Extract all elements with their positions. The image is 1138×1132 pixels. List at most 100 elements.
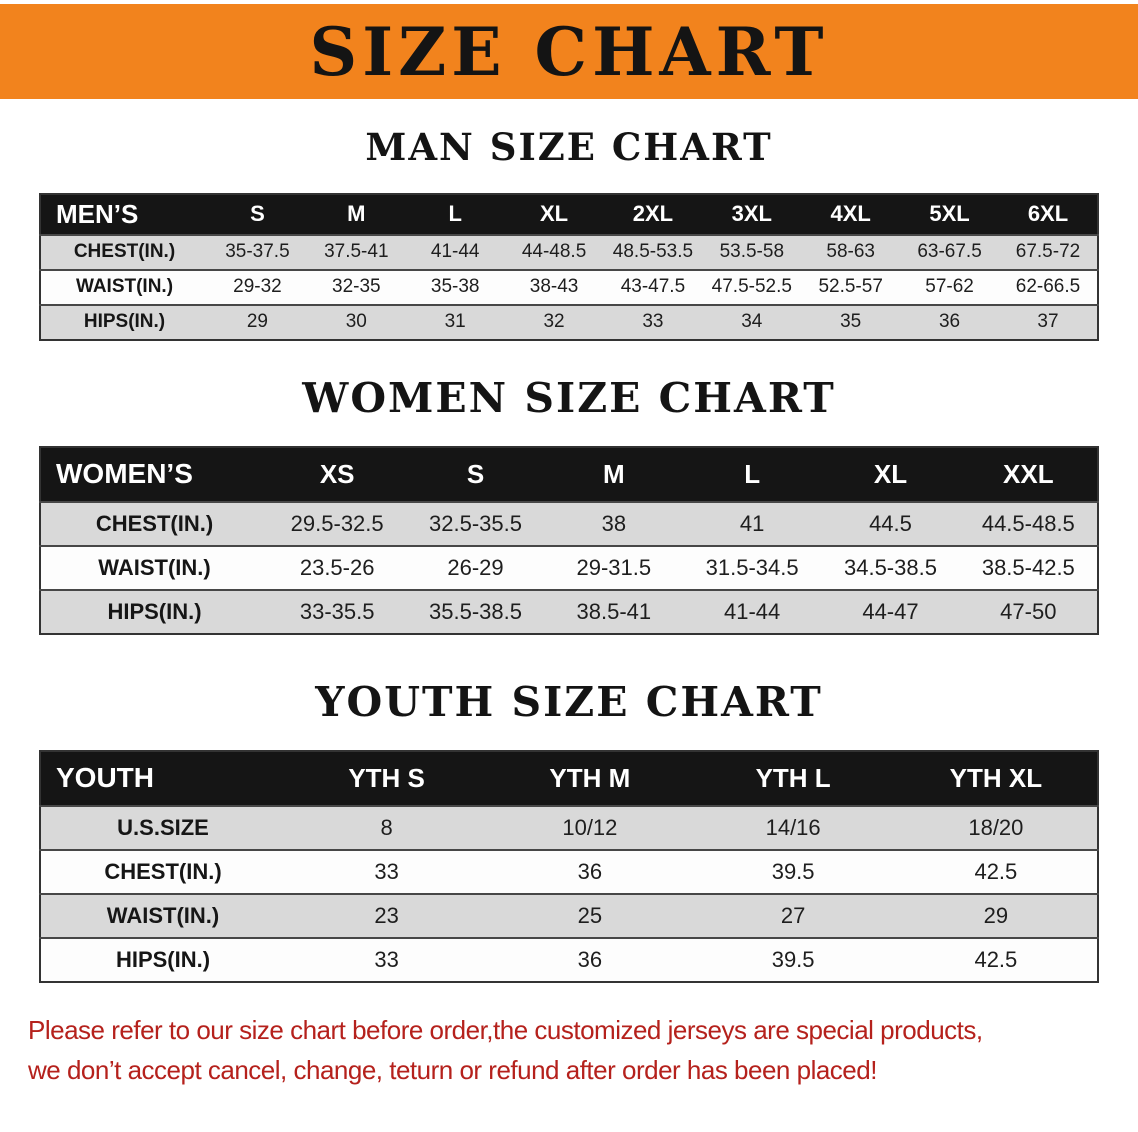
measurement-label: CHEST(IN.) (73, 241, 176, 263)
youth-size-table: YOUTH YTH S YTH M YTH L YTH XL U.S.SIZE 8 10/12… (39, 749, 1099, 983)
size-header-cell: 2XL (603, 193, 703, 235)
size-header-cell: L (405, 193, 505, 235)
measurement-value: 38.5-41 (576, 598, 652, 624)
size-header-cell: 3XL (702, 193, 802, 235)
measurement-value: 33 (374, 858, 399, 884)
measurement-label: WAIST(IN.) (106, 902, 220, 928)
size-header-cell: XL (821, 446, 960, 502)
measurement-label: WAIST(IN.) (98, 554, 211, 580)
size-header-row: MEN’S S M L XL 2XL 3XL 4XL 5XL 6XL (40, 193, 1098, 235)
disclaimer-line-2: we don’t accept cancel, change, teturn o… (28, 1054, 877, 1085)
measurement-value: 47-50 (1000, 598, 1057, 624)
measurement-value: 10/12 (562, 814, 618, 840)
measurement-value: 36 (577, 858, 603, 884)
measurement-value: 31.5-34.5 (705, 554, 799, 580)
measurement-label: WAIST(IN.) (75, 276, 174, 298)
measurement-value: 35-37.5 (225, 241, 290, 263)
measurement-value: 32-35 (332, 276, 381, 298)
measurement-value: 62-66.5 (1015, 276, 1081, 298)
size-header-cell: XXL (959, 446, 1098, 502)
size-header-cell: L (682, 446, 822, 502)
measurement-value: 53.5-58 (719, 241, 785, 263)
measurement-value: 44-48.5 (521, 241, 587, 263)
disclaimer-line-1: Please refer to our size chart before or… (28, 1014, 983, 1045)
measurement-value: 38.5-42.5 (981, 554, 1075, 580)
measurement-value: 43-47.5 (620, 276, 686, 298)
women-size-table: WOMEN’S XS S M L XL XXL CHEST(IN.) 29.5-32.5 32.5… (39, 445, 1099, 635)
measurement-label: HIPS(IN.) (83, 311, 166, 333)
measurement-value: 29-31.5 (576, 554, 652, 580)
measurement-value: 36 (938, 311, 961, 333)
youth-section-heading: YOUTH SIZE CHART (315, 677, 823, 726)
measurement-value: 23 (374, 902, 399, 928)
table-title-cell: YOUTH (40, 750, 285, 806)
measurement-value: 29-32 (233, 276, 282, 298)
measurement-value: 44.5-48.5 (981, 510, 1075, 536)
measurement-row: U.S.SIZE 8 10/12 14/16 18/20 (40, 805, 1098, 850)
measurement-label: CHEST(IN.) (95, 510, 214, 536)
measurement-value: 37 (1037, 311, 1059, 333)
measurement-value: 26-29 (447, 554, 504, 580)
size-header-cell: S (208, 193, 307, 235)
measurement-value: 44-47 (862, 598, 919, 624)
measurement-value: 44.5 (869, 510, 912, 536)
measurement-value: 14/16 (765, 814, 821, 840)
size-header-cell: S (406, 446, 545, 502)
measurement-value: 38 (601, 510, 627, 536)
measurement-value: 29 (246, 311, 268, 333)
size-chart-page: SIZE CHART MAN SIZE CHART MEN’S S M L XL 2XL 3… (0, 4, 1138, 1090)
measurement-value: 36 (577, 946, 603, 972)
size-header-cell: 5XL (900, 193, 999, 235)
size-header-cell: YTH XL (894, 750, 1098, 806)
measurement-value: 42.5 (974, 858, 1018, 884)
table-title-cell: MEN’S (40, 193, 208, 235)
size-header-row: WOMEN’S XS S M L XL XXL (40, 446, 1098, 502)
measurement-value: 38-43 (529, 276, 579, 298)
measurement-value: 33-35.5 (299, 598, 375, 624)
measurement-value: 63-67.5 (917, 241, 982, 263)
measurement-row: HIPS(IN.) 33 36 39.5 42.5 (40, 937, 1098, 982)
measurement-label: HIPS(IN.) (107, 598, 202, 624)
measurement-value: 32.5-35.5 (429, 510, 522, 536)
size-header-cell: M (306, 193, 406, 235)
measurement-value: 58-63 (826, 241, 875, 263)
size-header-cell: XS (268, 446, 407, 502)
measurement-value: 52.5-57 (818, 276, 883, 298)
measurement-row: HIPS(IN.) 33-35.5 35.5-38.5 38.5-41 41-44 44-… (40, 589, 1098, 634)
measurement-value: 32 (543, 311, 565, 333)
page-title: SIZE CHART (309, 12, 829, 91)
size-header-cell: M (544, 446, 683, 502)
measurement-value: 41-44 (430, 241, 480, 263)
banner: SIZE CHART (0, 4, 1138, 99)
size-header-cell: YTH S (285, 750, 489, 806)
measurement-row: CHEST(IN.) 33 36 39.5 42.5 (40, 849, 1098, 894)
measurement-row: WAIST(IN.) 23.5-26 26-29 29-31.5 31.5-34.5 34… (40, 545, 1098, 590)
measurement-value: 30 (345, 311, 367, 333)
measurement-value: 33 (374, 946, 399, 972)
measurement-label: U.S.SIZE (117, 814, 209, 840)
measurement-value: 33 (642, 311, 664, 333)
measurement-value: 18/20 (968, 814, 1024, 840)
measurement-value: 41 (739, 510, 765, 536)
measurement-value: 67.5-72 (1015, 241, 1081, 263)
measurement-label: CHEST(IN.) (104, 858, 222, 884)
table-title-cell: WOMEN’S (40, 446, 268, 502)
size-header-cell: 4XL (801, 193, 901, 235)
measurement-value: 42.5 (974, 946, 1018, 972)
measurement-row: WAIST(IN.) 23 25 27 29 (40, 893, 1098, 938)
measurement-value: 57-62 (925, 276, 974, 298)
measurement-value: 27 (780, 902, 806, 928)
measurement-value: 39.5 (771, 946, 815, 972)
measurement-value: 31 (444, 311, 466, 333)
measurement-row: CHEST(IN.) 29.5-32.5 32.5-35.5 38 41 44.5 44.5… (40, 501, 1098, 546)
size-header-cell: YTH L (691, 750, 895, 806)
measurement-row: HIPS(IN.) 29 30 31 32 33 34 35 36 37 (40, 304, 1098, 340)
measurement-value: 25 (577, 902, 603, 928)
measurement-value: 29 (983, 902, 1009, 928)
size-header-cell: YTH M (488, 750, 692, 806)
measurement-row: WAIST(IN.) 29-32 32-35 35-38 38-43 43-47.5 47.… (40, 269, 1098, 305)
measurement-value: 35.5-38.5 (429, 598, 522, 624)
size-header-cell: 6XL (999, 193, 1098, 235)
disclaimer: Please refer to our size chart before or… (28, 1010, 1110, 1090)
measurement-value: 35 (840, 311, 862, 333)
